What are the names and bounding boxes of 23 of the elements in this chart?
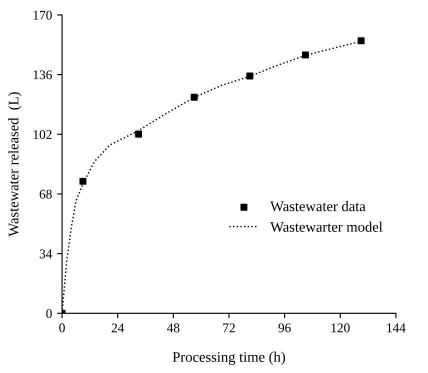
y-tick-label: 102 [34,130,52,139]
x-tick-label: 24 [112,323,124,332]
x-axis-title: Processing time (h) [172,352,286,365]
y-tick-label: 68 [40,190,52,199]
y-axis-title: Wastewater released (L) [8,92,22,237]
y-tick-label: 0 [46,309,52,318]
point [246,72,254,80]
point [190,94,198,101]
legend-label: Wastewarter model [270,222,382,232]
x-tick-label: 96 [278,323,291,332]
y-tick-label: 34 [40,249,52,258]
x-tick-label: 120 [332,323,350,332]
x-tick-label: 144 [387,323,406,332]
point [135,130,142,138]
point [302,51,309,58]
point [358,37,365,44]
y-tick-label: 170 [34,10,52,20]
x-tick-label: 0 [59,323,65,332]
point [79,178,86,185]
x-tick-label: 72 [223,323,235,332]
x-tick-label: 48 [167,323,180,332]
y-tick-label: 136 [34,70,52,80]
legend-label: Wastewater data [270,200,366,212]
